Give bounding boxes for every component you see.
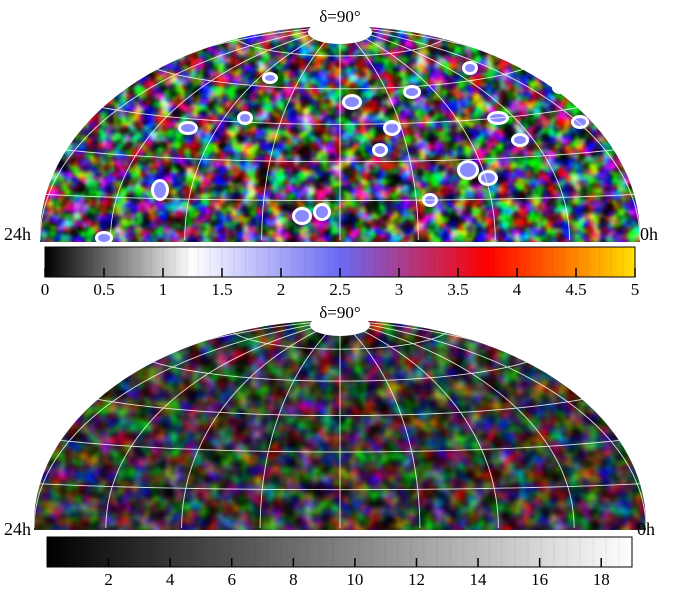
sky-map-top-texture xyxy=(40,26,640,242)
colorbar-bottom-tick-label: 8 xyxy=(289,570,298,589)
colorbar-top-tick-label: 1.5 xyxy=(211,280,232,299)
grid-meridian xyxy=(105,320,341,529)
colorbar-bottom-tick-label: 12 xyxy=(408,570,425,589)
bright-spot xyxy=(574,118,586,126)
grid-meridian xyxy=(339,26,640,241)
colorbar-bottom-tick-label: 14 xyxy=(470,570,488,589)
blue-spots xyxy=(95,61,589,242)
colorbar-top-tick-label: 0.5 xyxy=(93,280,114,299)
ra-label-left-top: 24h xyxy=(4,224,31,244)
colorbar-bottom-tick-label: 4 xyxy=(166,570,175,589)
pole-label-bottom: δ=90° xyxy=(319,303,360,322)
ra-label-right-bottom: 0h xyxy=(637,519,655,539)
colorbar-top-tick-label: 0 xyxy=(41,280,50,299)
bright-spot xyxy=(295,210,309,222)
bright-spot-halo xyxy=(552,82,568,94)
grid-meridian xyxy=(261,26,341,241)
colorbar-bottom-ticks: 2 4 6 8 10 12 14 16 18 xyxy=(104,558,610,589)
colorbar-bottom: 2 4 6 8 10 12 14 16 18 xyxy=(46,536,633,589)
bright-spot xyxy=(316,206,328,218)
bright-spot xyxy=(181,124,195,132)
grid-meridian xyxy=(339,26,419,241)
grid-meridian xyxy=(339,26,496,241)
colorbar-bottom-tick-label: 6 xyxy=(227,570,236,589)
bright-spot xyxy=(265,75,275,81)
colorbar-top: 0 0.5 1 1.5 2 2.5 3 3.5 4 4.5 5 xyxy=(41,246,640,299)
bright-spot xyxy=(514,136,526,144)
grid-meridian xyxy=(40,26,341,241)
grid-meridian xyxy=(259,320,341,529)
bright-spot xyxy=(154,182,166,198)
colorbar-top-tick-label: 2 xyxy=(277,280,286,299)
sky-map-bottom: δ=90° 24h 0h xyxy=(4,303,655,539)
ra-label-left-bottom: 24h xyxy=(4,519,31,539)
bright-spot xyxy=(375,146,385,154)
grid-meridian xyxy=(109,26,341,241)
colorbar-bottom-gradient xyxy=(46,536,633,568)
grid-meridian xyxy=(339,320,499,529)
pole-notch-bottom xyxy=(310,314,370,336)
coordinate-grid-top xyxy=(40,26,640,241)
colorbar-bottom-tick-label: 16 xyxy=(531,570,548,589)
colorbar-top-tick-label: 1 xyxy=(159,280,168,299)
grid-meridian xyxy=(339,26,571,241)
grid-meridian xyxy=(184,26,341,241)
bright-spot xyxy=(406,88,418,96)
colorbar-bottom-tick-label: 18 xyxy=(593,570,610,589)
bright-spot xyxy=(98,234,110,242)
colorbar-top-tick-label: 3 xyxy=(395,280,404,299)
bright-spot xyxy=(481,173,495,183)
bright-spot xyxy=(345,97,359,107)
colorbar-bottom-tick-label: 10 xyxy=(346,570,363,589)
pole-notch-top xyxy=(308,20,372,44)
colorbar-top-tick-label: 3.5 xyxy=(447,280,468,299)
colorbar-top-ticks: 0 0.5 1 1.5 2 2.5 3 3.5 4 4.5 5 xyxy=(41,268,640,299)
colorbar-bottom-steps xyxy=(59,537,620,567)
bright-spot xyxy=(114,64,126,72)
bright-spot-halo xyxy=(111,61,129,75)
colorbar-bottom-tick-label: 2 xyxy=(104,570,113,589)
grid-meridian xyxy=(339,320,575,529)
grid-meridian xyxy=(34,320,341,529)
bright-spot xyxy=(386,123,398,133)
sky-map-bottom-texture xyxy=(34,320,646,530)
grid-meridian xyxy=(339,320,646,529)
coordinate-grid-bottom xyxy=(34,320,646,529)
grid-meridian xyxy=(181,320,341,529)
colorbar-top-tick-label: 4 xyxy=(513,280,522,299)
ra-label-right-top: 0h xyxy=(640,224,658,244)
bright-spot xyxy=(555,85,565,91)
colorbar-top-tick-label: 5 xyxy=(631,280,640,299)
colorbar-top-tick-label: 2.5 xyxy=(329,280,350,299)
bright-spot xyxy=(465,64,475,72)
colorbar-top-tick-label: 4.5 xyxy=(565,280,586,299)
pole-label-top: δ=90° xyxy=(319,7,360,26)
bright-spot xyxy=(460,163,476,177)
grid-meridian xyxy=(339,320,421,529)
colorbar-top-steps xyxy=(56,247,624,277)
bright-spot xyxy=(240,114,250,122)
sky-map-top: δ=90° 24h 0h xyxy=(4,7,658,244)
